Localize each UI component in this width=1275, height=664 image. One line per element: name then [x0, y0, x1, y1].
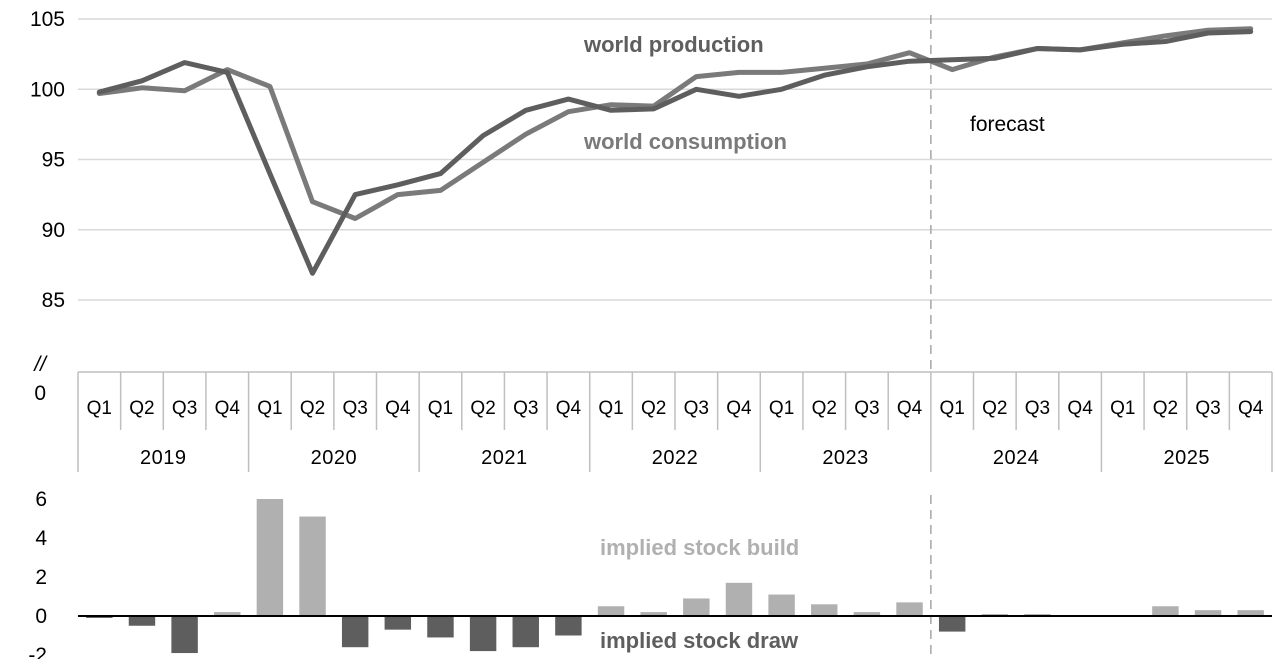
x-tick-label-quarter: Q2 [1153, 398, 1178, 419]
y-tick-label-bottom: 6 [35, 488, 47, 511]
bar-build [683, 598, 709, 616]
x-tick-label-quarter: Q4 [897, 398, 923, 419]
x-tick-label-year: 2024 [993, 447, 1040, 469]
annotation-implied-stock-draw: implied stock draw [600, 628, 799, 653]
y-tick-label: 105 [30, 8, 65, 31]
x-tick-label-quarter: Q1 [87, 398, 112, 419]
bar-build [896, 602, 922, 616]
x-tick-label-year: 2020 [311, 447, 358, 469]
axis-break-mark: // [32, 353, 48, 376]
x-tick-label-quarter: Q2 [470, 398, 495, 419]
y-tick-label: 95 [42, 149, 65, 172]
y-tick-label: 0 [34, 382, 46, 405]
x-tick-label-quarter: Q1 [428, 398, 453, 419]
x-tick-label-quarter: Q3 [513, 398, 538, 419]
bar-draw [555, 616, 581, 636]
y-tick-label-bottom: 2 [35, 566, 47, 589]
x-tick-label-quarter: Q1 [598, 398, 623, 419]
x-tick-label-quarter: Q3 [854, 398, 879, 419]
x-tick-label-quarter: Q1 [939, 398, 964, 419]
x-tick-label-quarter: Q3 [1025, 398, 1050, 419]
x-tick-label-quarter: Q4 [1238, 398, 1264, 419]
annotation-implied-stock-build: implied stock build [600, 535, 799, 560]
x-tick-label-quarter: Q1 [257, 398, 282, 419]
x-tick-label-quarter: Q4 [385, 398, 411, 419]
bar-build [1152, 606, 1178, 616]
y-tick-label: 90 [42, 219, 65, 242]
x-tick-label-quarter: Q2 [300, 398, 325, 419]
x-tick-label-year: 2021 [481, 447, 528, 469]
series-line-world-consumption [99, 29, 1250, 219]
bar-draw [470, 616, 496, 651]
bar-draw [427, 616, 453, 637]
bar-build [598, 606, 624, 616]
series-label-world-consumption: world consumption [583, 129, 787, 154]
x-tick-label-quarter: Q2 [641, 398, 666, 419]
x-tick-label-quarter: Q4 [215, 398, 241, 419]
x-tick-label-quarter: Q4 [556, 398, 582, 419]
x-tick-label-year: 2025 [1163, 447, 1210, 469]
x-tick-label-quarter: Q4 [726, 398, 752, 419]
y-tick-label-bottom: 4 [35, 527, 47, 550]
bar-build [257, 499, 283, 616]
x-tick-label-quarter: Q1 [769, 398, 794, 419]
bar-draw [385, 616, 411, 630]
x-tick-label-quarter: Q2 [129, 398, 154, 419]
bar-build [726, 583, 752, 616]
x-tick-label-quarter: Q3 [684, 398, 709, 419]
x-tick-label-year: 2022 [652, 447, 699, 469]
bar-draw [513, 616, 539, 647]
y-tick-label: 100 [30, 78, 65, 101]
series-label-world-production: world production [583, 32, 764, 57]
x-tick-label-quarter: Q2 [982, 398, 1007, 419]
y-tick-label-bottom: -2 [28, 644, 47, 659]
bar-draw [171, 616, 197, 653]
y-tick-label: 85 [42, 289, 65, 312]
bar-build [768, 595, 794, 616]
x-tick-label-quarter: Q4 [1067, 398, 1093, 419]
bar-draw [939, 616, 965, 632]
bar-draw [342, 616, 368, 647]
x-tick-label-year: 2019 [140, 447, 187, 469]
forecast-label: forecast [970, 113, 1045, 136]
x-tick-label-year: 2023 [822, 447, 869, 469]
x-tick-label-quarter: Q3 [1195, 398, 1220, 419]
bar-build [811, 604, 837, 616]
y-tick-label-bottom: 0 [35, 605, 47, 628]
x-tick-label-quarter: Q1 [1110, 398, 1135, 419]
bar-draw [129, 616, 155, 626]
x-tick-label-quarter: Q3 [172, 398, 197, 419]
x-tick-label-quarter: Q3 [342, 398, 367, 419]
x-tick-label-quarter: Q2 [812, 398, 837, 419]
bar-build [299, 517, 325, 616]
